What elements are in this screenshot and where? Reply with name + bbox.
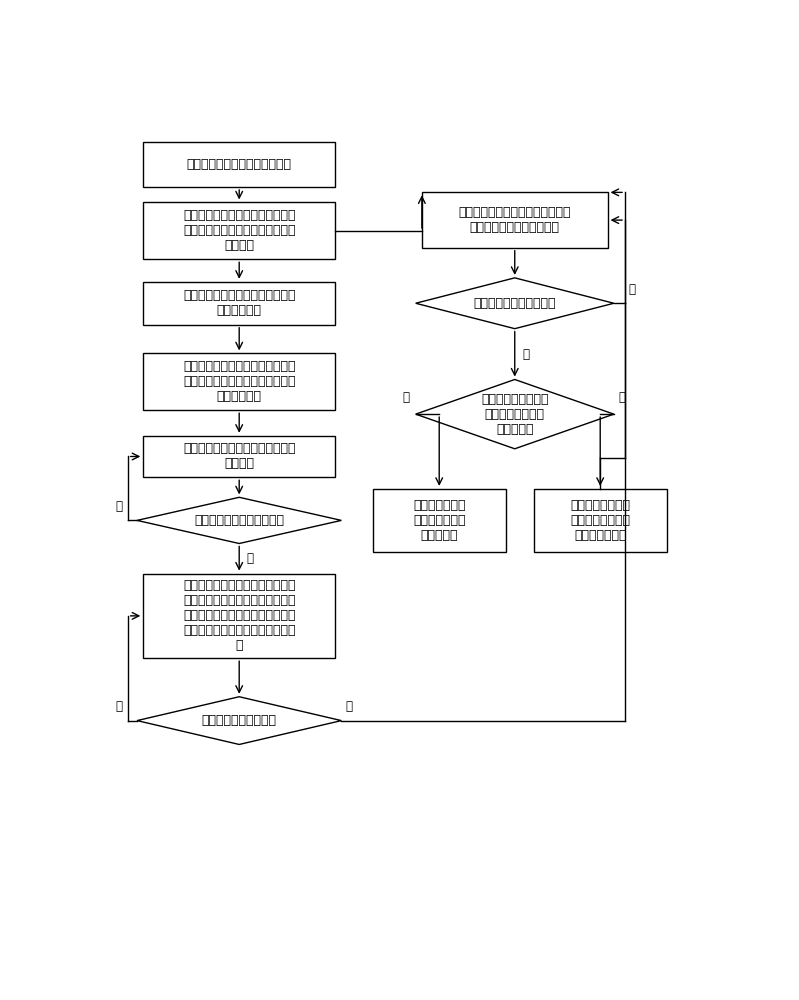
Text: 是: 是 <box>403 391 410 404</box>
Polygon shape <box>137 497 341 544</box>
Polygon shape <box>137 697 341 744</box>
Text: 初步制动能力阶段是否结束: 初步制动能力阶段是否结束 <box>194 514 284 527</box>
Text: 中间轴制动控制
过程结束，中间
轴制动完成: 中间轴制动控制 过程结束，中间 轴制动完成 <box>413 499 466 542</box>
Text: 是: 是 <box>247 552 253 565</box>
FancyBboxPatch shape <box>372 489 506 552</box>
Text: 根据变速器油温和中间轴降速速率
控制目标值确定初步建立制动能力
的动作时间值: 根据变速器油温和中间轴降速速率 控制目标值确定初步建立制动能力 的动作时间值 <box>183 360 296 403</box>
Text: 停止中间轴制动器控制: 停止中间轴制动器控制 <box>201 714 276 727</box>
Text: 否: 否 <box>618 391 626 404</box>
FancyBboxPatch shape <box>143 202 336 259</box>
FancyBboxPatch shape <box>143 282 336 325</box>
Text: 根据中间轴降速速差控制目标值和
变速器油温确定中间轴降速速率控
制目标值: 根据中间轴降速速差控制目标值和 变速器油温确定中间轴降速速率控 制目标值 <box>183 209 296 252</box>
Polygon shape <box>415 379 614 449</box>
FancyBboxPatch shape <box>143 142 336 187</box>
FancyBboxPatch shape <box>143 574 336 658</box>
Text: 进入中间轴制动能力微调阶段，根
据中间轴降速速率、中间轴降速速
率控制目标值及中间轴降速速率控
制公差值，进行中间轴制动能力微
调: 进入中间轴制动能力微调阶段，根 据中间轴降速速率、中间轴降速速 率控制目标值及中… <box>183 579 296 652</box>
Text: 是: 是 <box>345 700 352 713</box>
FancyBboxPatch shape <box>534 489 667 552</box>
Text: 根据变速器油温确定中间轴降速速
率控制公差值: 根据变速器油温确定中间轴降速速 率控制公差值 <box>183 289 296 317</box>
FancyBboxPatch shape <box>422 192 608 248</box>
Text: 否: 否 <box>629 283 636 296</box>
Text: 是: 是 <box>523 348 529 361</box>
Polygon shape <box>415 278 614 329</box>
Text: 中间轴制动能力解除控制，完全关
闭进气阀，完全打开排气阀: 中间轴制动能力解除控制，完全关 闭进气阀，完全打开排气阀 <box>459 206 571 234</box>
Text: 当前中间轴转速是否
不高于中间轴转速
控制目标值: 当前中间轴转速是否 不高于中间轴转速 控制目标值 <box>481 393 548 436</box>
FancyBboxPatch shape <box>143 353 336 410</box>
Text: 中间轴制动能力是否解除: 中间轴制动能力是否解除 <box>474 297 556 310</box>
Text: 否: 否 <box>116 700 123 713</box>
Text: 进行中间轴降速微
量控制阶段，直至
中间轴制动完成: 进行中间轴降速微 量控制阶段，直至 中间轴制动完成 <box>570 499 630 542</box>
Text: 否: 否 <box>116 500 123 513</box>
Text: 确定中间轴降速速差控制目标值: 确定中间轴降速速差控制目标值 <box>187 158 292 171</box>
FancyBboxPatch shape <box>143 436 336 477</box>
Text: 制动命令开始，进入初步制动能力
建立阶段: 制动命令开始，进入初步制动能力 建立阶段 <box>183 442 296 470</box>
